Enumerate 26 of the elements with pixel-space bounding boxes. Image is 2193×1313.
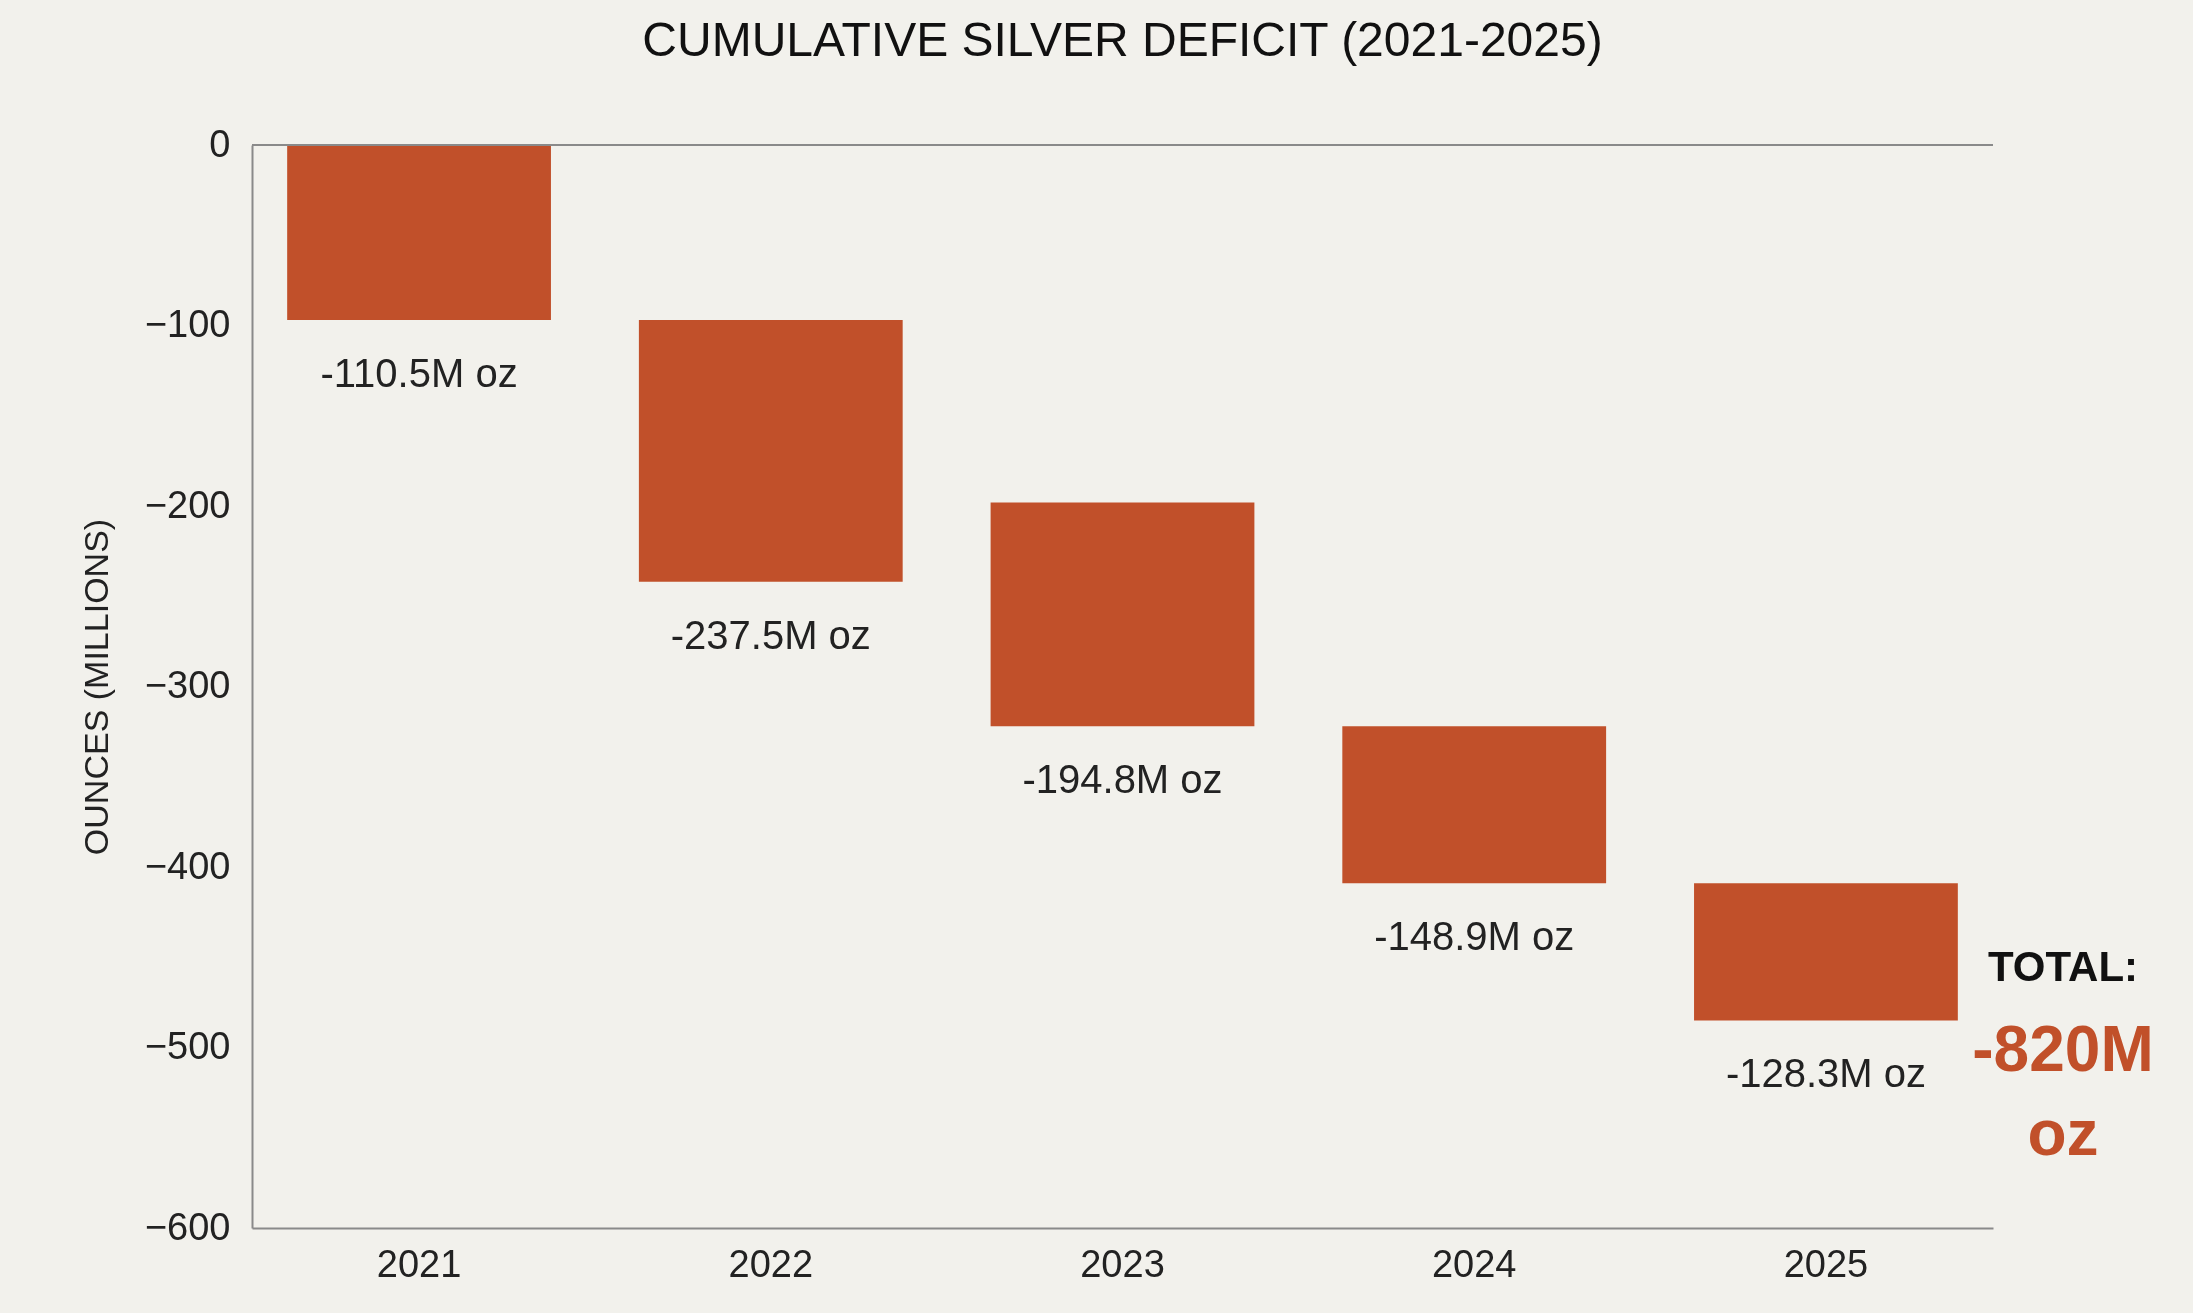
annotation: -148.9M oz [1374, 914, 1575, 959]
y-tick-label: −100 [144, 303, 231, 345]
x-tick-label: 2023 [1080, 1242, 1165, 1285]
bar [1694, 883, 1958, 1021]
annotation: -820M oz [1972, 1013, 2154, 1169]
annotation: -194.8M oz [1022, 757, 1223, 802]
y-tick-label: −300 [144, 664, 231, 706]
annotation: -237.5M oz [670, 612, 871, 657]
annotation: TOTAL: [1987, 943, 2139, 990]
y-tick-label: −200 [144, 483, 231, 526]
bar [638, 320, 903, 582]
annotation: -110.5M oz [320, 351, 518, 396]
chart-title: CUMULATIVE SILVER DEFICIT (2021-2025) [642, 13, 1603, 66]
x-tick-label: 2022 [728, 1242, 814, 1285]
x-tick-label: 2021 [376, 1242, 462, 1285]
bar [287, 145, 551, 321]
bar [990, 502, 1255, 727]
y-axis-title: OUNCES (MILLIONS) [76, 518, 115, 856]
y-tick-label: −600 [144, 1205, 231, 1248]
y-tick-label: −400 [144, 844, 231, 887]
annotation: -128.3M oz [1725, 1051, 1926, 1096]
bar [1342, 726, 1607, 884]
y-tick-label: 0 [209, 122, 231, 165]
x-tick-label: 2024 [1431, 1242, 1517, 1285]
x-tick-label: 2025 [1783, 1242, 1869, 1285]
y-tick-label: −500 [144, 1025, 231, 1067]
